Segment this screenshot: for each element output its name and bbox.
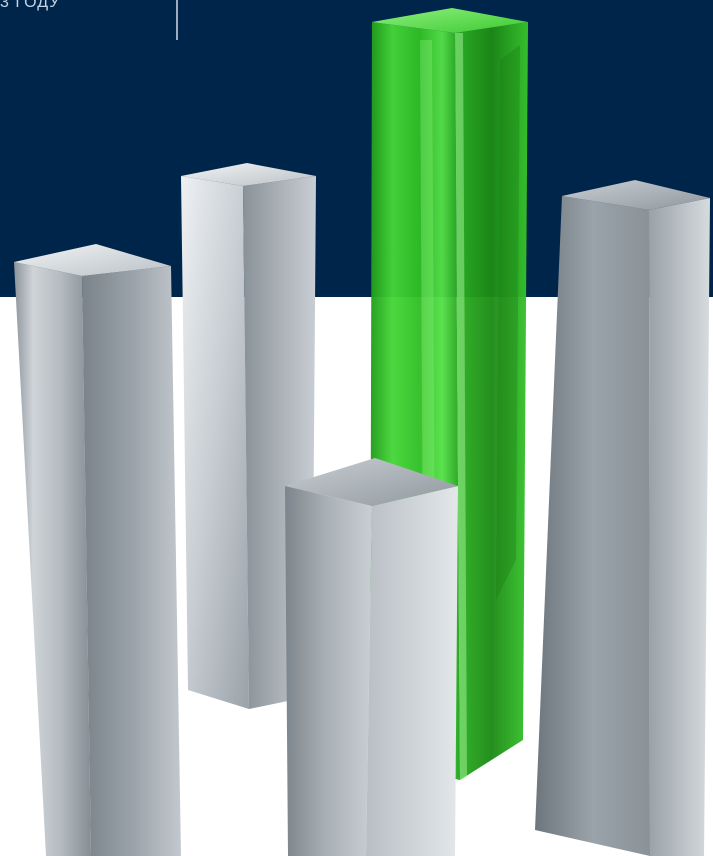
- header-caption: 3 ГОДУ: [0, 0, 61, 11]
- pillar-left: [14, 244, 181, 856]
- pillar-right: [535, 180, 710, 856]
- header-divider: [176, 0, 178, 40]
- pillar-front-center: [285, 458, 458, 856]
